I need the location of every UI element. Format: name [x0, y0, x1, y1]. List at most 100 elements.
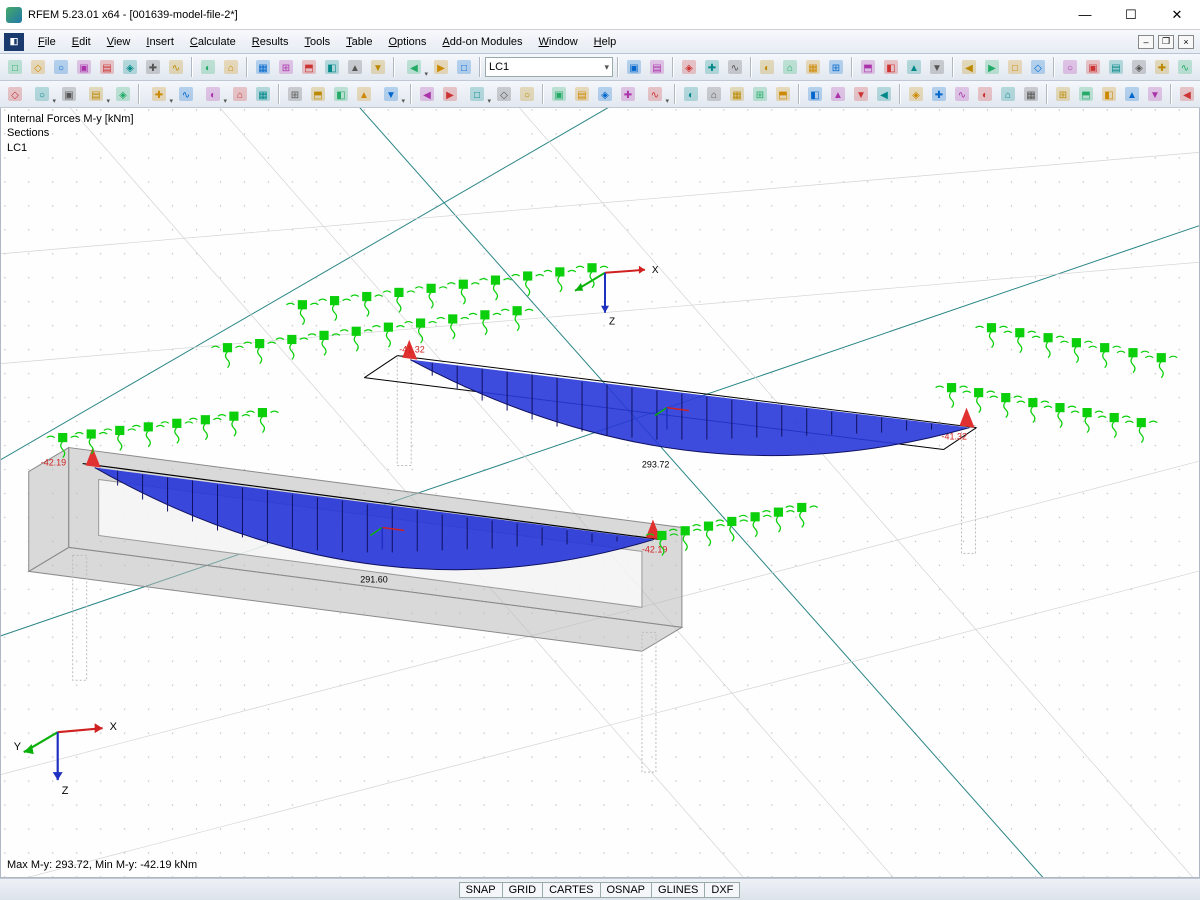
model-canvas[interactable]: X Z -41.32 -41.32 — [1, 108, 1199, 877]
nurbs-button[interactable]: ◀ — [873, 83, 895, 105]
free-load-button[interactable]: ▤ — [571, 83, 593, 105]
status-snap[interactable]: SNAP — [459, 882, 503, 898]
extrude-button[interactable]: ⬒ — [772, 83, 794, 105]
undo-button[interactable]: ◐ — [197, 56, 219, 78]
mdi-restore-button[interactable]: ❐ — [1158, 35, 1174, 49]
mirror-button[interactable]: ▦ — [726, 83, 748, 105]
menu-edit[interactable]: Edit — [64, 33, 99, 51]
units-button[interactable]: □ — [1004, 56, 1026, 78]
minimize-button[interactable]: — — [1062, 0, 1108, 29]
hinge-button[interactable]: ▲ — [353, 83, 375, 105]
solid-button[interactable]: ⌂ — [229, 83, 251, 105]
print-preview-button[interactable]: ✚ — [142, 56, 164, 78]
status-dxf[interactable]: DXF — [704, 882, 740, 898]
hinge-dd-button[interactable]: ▼ — [376, 83, 406, 105]
status-osnap[interactable]: OSNAP — [600, 882, 653, 898]
results-toggle-button[interactable]: ✚ — [701, 56, 723, 78]
menu-tools[interactable]: Tools — [296, 33, 338, 51]
tables-button[interactable]: ◀ — [958, 56, 980, 78]
member-load-button[interactable]: ○ — [516, 83, 538, 105]
maximize-button[interactable]: ☐ — [1108, 0, 1154, 29]
value-labels-button[interactable]: ∿ — [724, 56, 746, 78]
rotate-button[interactable]: ⊞ — [749, 83, 771, 105]
materials-button[interactable]: ○ — [1059, 56, 1081, 78]
layers-button[interactable]: □ — [453, 56, 475, 78]
select-poly-button[interactable]: ⊞ — [275, 56, 297, 78]
sections-button[interactable]: ◇ — [1027, 56, 1049, 78]
filter-button[interactable]: ⬒ — [857, 56, 879, 78]
pan-button[interactable]: ▼ — [367, 56, 389, 78]
show-numbering-button[interactable]: ◐ — [974, 83, 996, 105]
status-grid[interactable]: GRID — [502, 882, 544, 898]
node-dd-button[interactable]: ○ — [27, 83, 57, 105]
show-loads-button[interactable]: ▦ — [1020, 83, 1042, 105]
close-button[interactable]: ✕ — [1154, 0, 1200, 29]
zoom-window-button[interactable]: ⬒ — [298, 56, 320, 78]
addon2-button[interactable]: ▤ — [1105, 56, 1127, 78]
nodal-load-dd-button[interactable]: □ — [462, 83, 492, 105]
opening-button[interactable]: ▦ — [252, 83, 274, 105]
show-sections-button[interactable]: ⊞ — [825, 56, 847, 78]
line-dd-button[interactable]: ▤ — [81, 83, 111, 105]
prev-lc-button[interactable]: ▣ — [623, 56, 645, 78]
iso-button[interactable]: ▼ — [1144, 83, 1166, 105]
menu-calculate[interactable]: Calculate — [182, 33, 244, 51]
show-results-button[interactable]: ▦ — [802, 56, 824, 78]
connect-button[interactable]: ▲ — [827, 83, 849, 105]
value-labels-mode-button[interactable]: ◐ — [756, 56, 778, 78]
menu-view[interactable]: View — [99, 33, 139, 51]
new-file-button[interactable]: □ — [4, 56, 26, 78]
help-button[interactable]: ∿ — [1174, 56, 1196, 78]
status-cartes[interactable]: CARTES — [542, 882, 600, 898]
surface-dd-button[interactable]: ◐ — [198, 83, 228, 105]
addon1-button[interactable]: ▣ — [1082, 56, 1104, 78]
open-model-button[interactable]: ○ — [50, 56, 72, 78]
xy-button[interactable]: ▲ — [1121, 83, 1143, 105]
copy-view-button[interactable]: ∿ — [165, 56, 187, 78]
nodal-support-button[interactable]: ⬒ — [307, 83, 329, 105]
set-dd-button[interactable]: ∿ — [640, 83, 670, 105]
y-button[interactable]: ⬒ — [1075, 83, 1097, 105]
z-button[interactable]: ◧ — [1098, 83, 1120, 105]
member-button[interactable]: ◈ — [112, 83, 134, 105]
iso2-button[interactable]: ◀ — [1176, 83, 1198, 105]
member-dd-button[interactable]: ✚ — [144, 83, 174, 105]
redo-button[interactable]: ⌂ — [220, 56, 242, 78]
line-button[interactable]: ▣ — [58, 83, 80, 105]
line-load-button[interactable]: ◇ — [493, 83, 515, 105]
show-supports-button[interactable]: ⌂ — [997, 83, 1019, 105]
project-mgr-button[interactable]: ▶ — [981, 56, 1003, 78]
show-lines-button[interactable]: ✚ — [928, 83, 950, 105]
imposed-button[interactable]: ◈ — [594, 83, 616, 105]
nodal-load-button[interactable]: ▶ — [439, 83, 461, 105]
show-loads-button[interactable]: ⌂ — [779, 56, 801, 78]
grid-table-button[interactable]: ▶ — [430, 56, 452, 78]
select-button[interactable]: ▦ — [252, 56, 274, 78]
views-combo-button[interactable]: ◀ — [399, 56, 429, 78]
mdi-close-button[interactable]: × — [1178, 35, 1194, 49]
mdi-minimize-button[interactable]: – — [1138, 35, 1154, 49]
menu-insert[interactable]: Insert — [138, 33, 182, 51]
line-support-button[interactable]: ◧ — [330, 83, 352, 105]
addon4-button[interactable]: ✚ — [1151, 56, 1173, 78]
save-button[interactable]: ▣ — [73, 56, 95, 78]
next-lc-button[interactable]: ▤ — [646, 56, 668, 78]
release-button[interactable]: ◀ — [416, 83, 438, 105]
copy-button[interactable]: ◐ — [680, 83, 702, 105]
open-folder-button[interactable]: ◇ — [27, 56, 49, 78]
zoom-prev-button[interactable]: ▲ — [344, 56, 366, 78]
intersect-button[interactable]: ▼ — [850, 83, 872, 105]
menu-file[interactable]: File — [30, 33, 64, 51]
menu-add-on-modules[interactable]: Add-on Modules — [434, 33, 530, 51]
render-button[interactable]: ◧ — [880, 56, 902, 78]
support-button[interactable]: ⊞ — [284, 83, 306, 105]
loadcase-combo[interactable]: LC1▾ — [485, 57, 613, 77]
x-button[interactable]: ⊞ — [1052, 83, 1074, 105]
divide-button[interactable]: ◧ — [804, 83, 826, 105]
status-glines[interactable]: GLINES — [651, 882, 705, 898]
show-members-button[interactable]: ∿ — [951, 83, 973, 105]
menu-window[interactable]: Window — [531, 33, 586, 51]
node-button[interactable]: ◇ — [4, 83, 26, 105]
navigator-button[interactable]: ▼ — [926, 56, 948, 78]
show-nodes-button[interactable]: ◈ — [905, 83, 927, 105]
